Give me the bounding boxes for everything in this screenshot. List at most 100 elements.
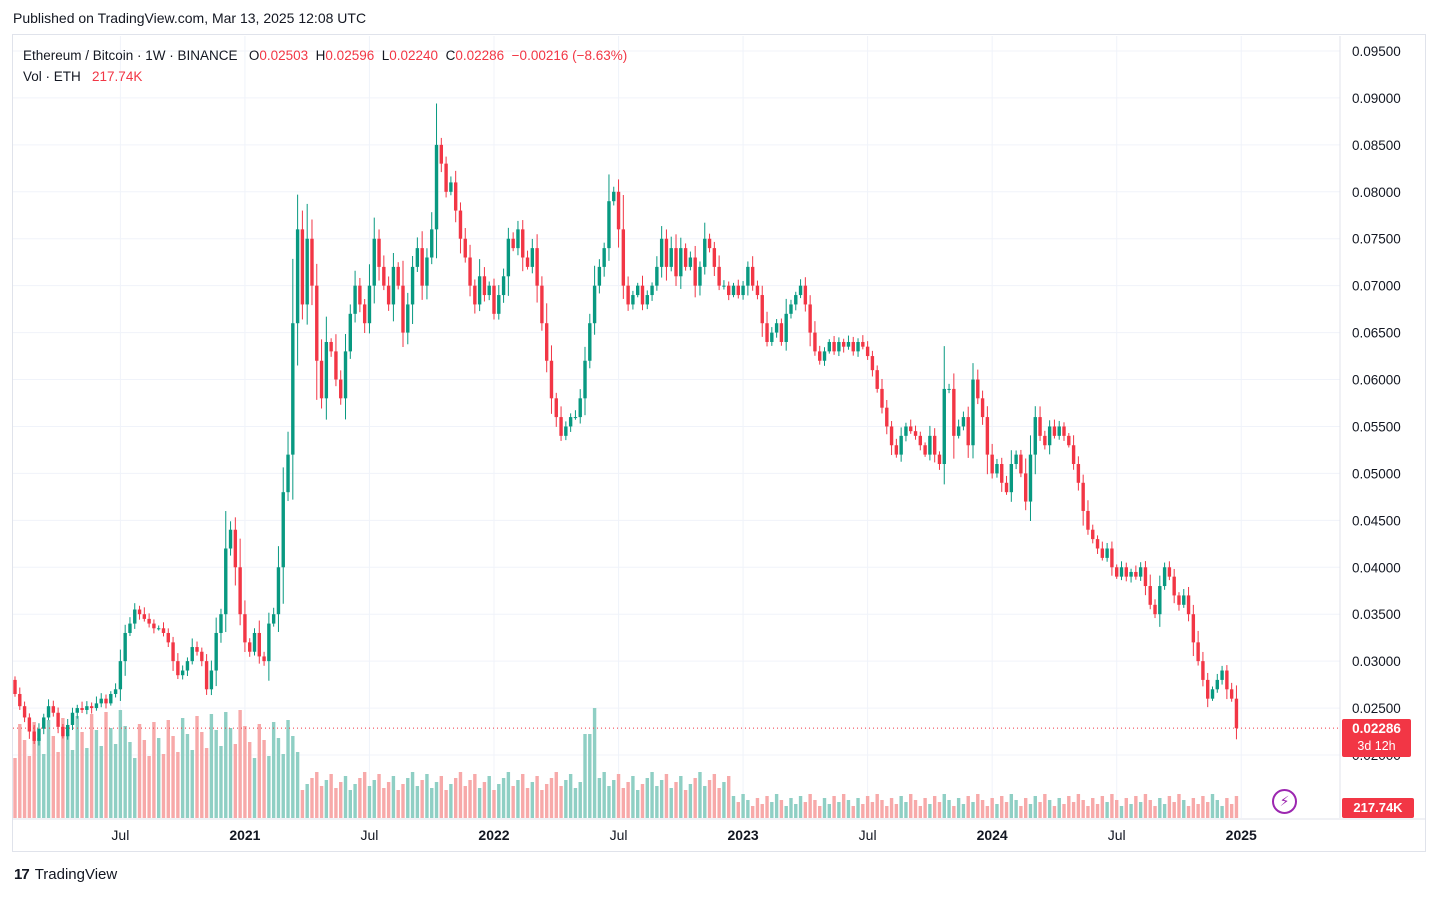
candle-body [1196,642,1200,662]
volume-bar [683,790,688,818]
chart-frame[interactable] [12,34,1426,852]
footer-brand[interactable]: 17 TradingView [14,866,117,883]
candle-body [80,708,84,710]
candle-body [271,614,276,624]
volume-bar [176,752,180,818]
volume-bar [262,740,266,818]
volume-bar [439,776,444,818]
candle-body [669,248,673,267]
candle-body [703,238,707,267]
volume-bar [1182,800,1186,818]
candle-body [157,628,161,630]
candle-body [238,567,242,615]
candle-body [750,266,755,286]
volume-bar [1167,796,1172,818]
open-value: 0.02503 [259,48,309,63]
volume-bar [837,802,841,818]
volume-bar [1033,796,1037,818]
volume-bar [712,774,717,818]
candle-body [640,285,645,305]
candle-body [1225,670,1229,690]
price-candles [13,103,1239,746]
volume-bar [516,780,520,818]
candle-body [147,618,151,624]
time-axis[interactable]: Jul 2021 Jul 2022 Jul 2023 Jul 2024 Jul 2025 [111,827,1257,843]
volume-bar [339,782,343,818]
volume-bar [56,752,60,818]
candle-body [607,201,611,249]
volume-bar [894,804,899,818]
volume-bar [185,734,190,818]
symbol-label[interactable]: Ethereum / Bitcoin · 1W · BINANCE [23,48,238,63]
volume-bar [741,794,745,818]
volume-bar [291,736,295,818]
volume-bar [353,784,357,818]
volume-bar [803,802,808,818]
y-tick-label: 0.06500 [1352,326,1401,341]
volume-bar [310,778,314,818]
volume-bar [406,778,410,818]
candle-body [899,435,903,455]
candle-body [909,426,913,432]
candle-body [353,285,357,314]
volume-bar [334,788,338,818]
volume-bar [248,742,252,818]
candle-body [727,285,731,296]
candle-body [113,689,118,694]
volume-bar [909,794,913,818]
volume-bar [13,758,17,818]
candle-body [1119,567,1124,577]
candle-body [1062,426,1066,436]
high-key: H [315,48,326,63]
volume-bar [889,798,894,818]
tradingview-logo-icon: 17 [14,866,30,883]
candle-body [70,712,75,725]
volume-bar [372,780,376,818]
candle-body [1124,567,1128,577]
volume-bar [535,776,539,818]
candle-body [137,609,142,615]
volume-bar [554,772,558,818]
price-axis[interactable]: 0.09500 0.09000 0.08500 0.08000 0.07500 0.070… [13,36,1426,820]
y-tick-label: 0.03500 [1352,607,1401,622]
candle-body [200,651,204,662]
candle-body [1033,417,1037,455]
volume-bar [956,798,961,818]
volume-bar [1186,806,1191,818]
candle-body [659,238,664,267]
lightning-icon[interactable]: ⚡ [1272,789,1297,814]
candle-body [1047,426,1052,446]
volume-key[interactable]: Vol · ETH [23,69,81,84]
volume-bar [722,782,726,818]
volume-bar [1004,802,1009,818]
volume-bar [631,776,635,818]
volume-bar [1052,806,1057,818]
candle-body [995,464,999,474]
legend-row-volume: Vol · ETH 217.74K [23,66,627,87]
volume-bar [1234,796,1239,818]
candle-body [832,341,836,352]
y-tick-label: 0.04500 [1352,513,1401,528]
candle-body [707,238,712,249]
candle-body [358,285,362,305]
volume-bar [123,726,127,818]
volume-bar [315,772,319,818]
candle-body [956,426,961,436]
volume-bar [267,756,271,818]
volume-bar [736,802,740,818]
volume-bar [899,796,903,818]
candle-body [966,417,970,446]
volume-bars [13,708,1239,818]
volume-bar [1062,804,1066,818]
candle-body [425,257,429,286]
candle-body [813,332,817,352]
candle-body [46,706,51,718]
x-tick-label: 2024 [977,827,1008,843]
volume-bar [434,782,439,818]
volume-bar [865,796,870,818]
candle-body [42,717,46,729]
candle-body [1086,510,1090,530]
volume-bar [70,750,75,818]
volume-bar [1100,796,1105,818]
